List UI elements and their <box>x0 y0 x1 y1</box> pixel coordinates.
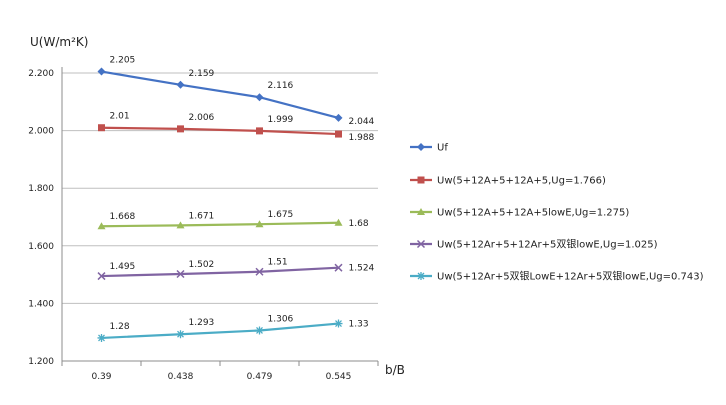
x-tick-label: 0.438 <box>168 372 194 382</box>
series-4 <box>97 263 343 281</box>
legend: Uf Uw(5+12A+5+12A+5,Ug=1.766) Uw(5+12A+5+1… <box>410 143 704 283</box>
x-tick-label: 0.545 <box>326 372 352 382</box>
data-point <box>97 67 106 76</box>
legend-item: Uf <box>410 143 448 154</box>
y-tick-label: 1.800 <box>28 184 54 194</box>
data-label: 1.988 <box>349 133 375 143</box>
y-tick-label: 2.200 <box>28 69 54 79</box>
data-point <box>335 130 342 138</box>
data-point <box>98 124 105 132</box>
legend-marker <box>417 208 425 215</box>
x-axis-title: b/B <box>385 363 405 377</box>
data-point <box>334 113 343 122</box>
data-label: 1.524 <box>349 264 375 274</box>
data-labels: 2.205 2.159 2.116 2.044 2.01 2.006 1.999 1.988 1… <box>110 56 375 332</box>
data-point <box>177 125 184 133</box>
data-point <box>334 319 343 328</box>
data-label: 1.293 <box>189 318 215 328</box>
y-tick-label: 2.000 <box>28 127 54 137</box>
data-label: 1.502 <box>189 260 215 270</box>
series-line <box>101 266 339 278</box>
data-label: 1.999 <box>268 115 294 125</box>
data-point <box>255 267 264 276</box>
data-point <box>255 220 264 228</box>
data-label: 1.306 <box>268 314 294 324</box>
legend-label: Uw(5+12A+5+12A+5,Ug=1.766) <box>437 176 606 187</box>
x-tick-label: 0.39 <box>91 372 111 382</box>
legend-item: Uw(5+12A+5+12A+5,Ug=1.766) <box>410 176 606 187</box>
y-tick-label: 1.600 <box>28 242 54 252</box>
series-layer <box>97 67 343 342</box>
data-label: 2.116 <box>268 81 294 91</box>
data-point <box>97 222 106 230</box>
data-point <box>97 272 106 281</box>
legend-item: Uw(5+12Ar+5+12Ar+5双银lowE,Ug=1.025) <box>410 238 658 251</box>
series-line <box>101 70 339 119</box>
data-point <box>176 221 185 229</box>
series-3 <box>97 218 343 230</box>
data-label: 2.044 <box>349 117 375 127</box>
legend-marker <box>417 176 425 184</box>
data-point <box>334 218 343 226</box>
y-axis-title: U(W/m²K) <box>30 35 88 49</box>
data-label: 1.68 <box>349 219 369 229</box>
series-line <box>101 221 339 228</box>
data-point <box>176 269 185 279</box>
x-tick-label: 0.479 <box>247 372 273 382</box>
series-2 <box>98 124 342 138</box>
data-point <box>256 127 263 135</box>
series-line <box>101 126 339 136</box>
series-5 <box>97 319 343 342</box>
legend-item: Uw(5+12A+5+12A+5lowE,Ug=1.275) <box>410 208 629 219</box>
y-tick-label: 1.200 <box>28 357 54 367</box>
series-line <box>101 322 339 340</box>
legend-marker <box>417 272 425 280</box>
legend-item: Uw(5+12Ar+5双银LowE+12Ar+5双银lowE,Ug=0.743) <box>410 270 704 283</box>
data-label: 2.01 <box>110 112 130 122</box>
series-1 <box>97 67 343 122</box>
legend-label: Uw(5+12A+5+12A+5lowE,Ug=1.275) <box>437 208 629 219</box>
data-label: 1.33 <box>349 320 369 330</box>
data-point <box>255 93 264 102</box>
legend-marker <box>417 143 425 151</box>
data-label: 1.495 <box>110 262 136 272</box>
data-point <box>176 330 185 339</box>
data-label: 2.006 <box>189 113 215 123</box>
y-tick-label: 1.400 <box>28 299 54 309</box>
data-label: 1.28 <box>110 322 130 332</box>
legend-marker <box>416 239 426 249</box>
data-label: 1.671 <box>189 211 215 221</box>
legend-label: Uw(5+12Ar+5+12Ar+5双银lowE,Ug=1.025) <box>437 238 658 251</box>
legend-label: Uw(5+12Ar+5双银LowE+12Ar+5双银lowE,Ug=0.743) <box>437 270 704 283</box>
data-point <box>334 263 343 272</box>
data-point <box>176 80 185 89</box>
data-point <box>255 326 264 335</box>
legend-label: Uf <box>437 143 448 154</box>
data-label: 1.51 <box>268 258 288 268</box>
data-label: 1.668 <box>110 212 136 222</box>
data-label: 2.159 <box>189 69 215 79</box>
data-label: 1.675 <box>268 210 294 220</box>
axes: 1.200 1.400 1.600 1.800 2.000 2.200 0.39 0.438 0… <box>28 67 379 382</box>
data-label: 2.205 <box>110 56 136 66</box>
data-point <box>97 333 106 342</box>
